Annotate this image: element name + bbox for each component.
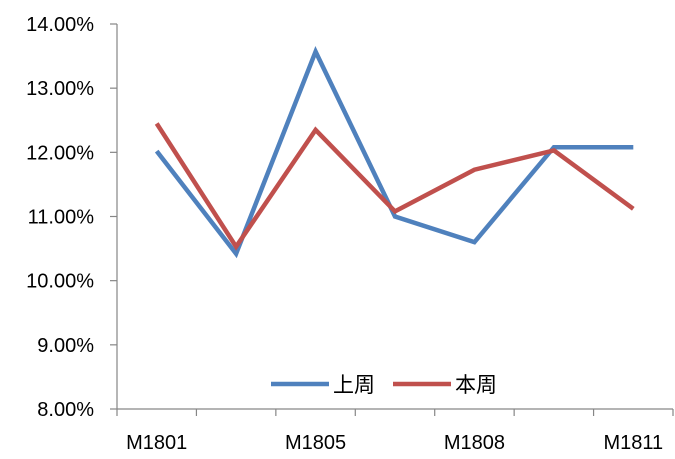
y-tick-label: 14.00% [26,14,94,36]
legend: 上周 本周 [271,374,497,397]
y-tick-label: 9.00% [37,335,94,357]
axes: 8.00% 9.00% 10.00% 11.00% 12.00% 13.00% 14.00%… [26,14,674,454]
y-tick-label: 11.00% [28,207,95,229]
series-line-1 [154,122,635,251]
x-tick-label: M1801 [126,432,187,454]
legend-label: 上周 [333,374,375,397]
y-tick-label: 8.00% [37,399,94,421]
legend-label: 本周 [455,374,497,397]
y-tick-label: 10.00% [26,271,94,293]
y-tick-label: 12.00% [26,142,94,164]
y-tick-label: 13.00% [26,78,94,100]
x-tick-label: M1805 [285,432,346,454]
series-line-0 [154,45,634,259]
x-tick-label: M1808 [444,432,505,454]
series-lines [154,45,635,259]
x-tick-label: M1811 [603,432,663,454]
